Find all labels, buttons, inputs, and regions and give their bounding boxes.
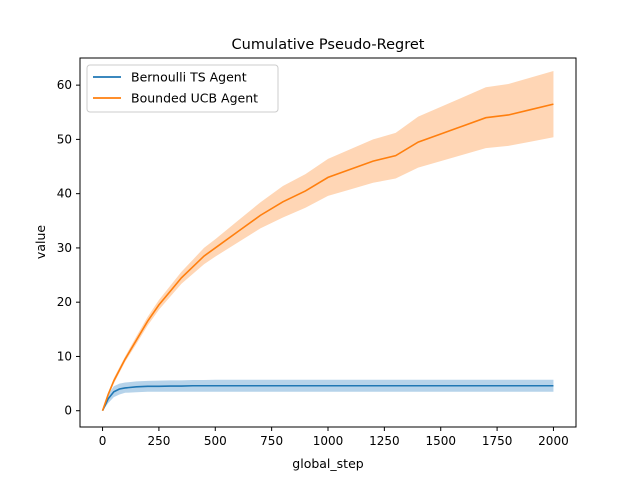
y-tick-label: 10 [57, 349, 72, 363]
x-tick-label: 1000 [313, 434, 344, 448]
x-tick-label: 250 [147, 434, 170, 448]
x-tick-label: 500 [204, 434, 227, 448]
y-tick-label: 0 [64, 404, 72, 418]
y-tick-label: 40 [57, 187, 72, 201]
y-tick-label: 30 [57, 241, 72, 255]
band-series-0 [102, 379, 554, 411]
x-axis: 0 250 500 750 1000 1250 1500 1750 2000 [99, 427, 569, 448]
legend-label-0: Bernoulli TS Agent [131, 70, 247, 85]
x-tick-label: 1500 [425, 434, 456, 448]
y-tick-label: 20 [57, 295, 72, 309]
y-axis-label: value [33, 225, 48, 259]
y-tick-label: 50 [57, 132, 72, 146]
y-axis: 0 10 20 30 40 50 60 [57, 78, 80, 418]
y-tick-label: 60 [57, 78, 72, 92]
line-series-0 [101, 384, 554, 412]
x-tick-label: 0 [99, 434, 107, 448]
x-axis-label: global_step [292, 456, 363, 471]
x-tick-label: 1750 [482, 434, 513, 448]
line-series-1 [101, 103, 554, 411]
series-lines [101, 103, 554, 412]
legend-label-1: Bounded UCB Agent [131, 91, 258, 106]
chart-title: Cumulative Pseudo-Regret [232, 37, 425, 53]
legend: Bernoulli TS Agent Bounded UCB Agent [86, 64, 279, 113]
legend-box [86, 64, 279, 113]
x-tick-label: 1250 [369, 434, 400, 448]
band-series-1 [102, 71, 554, 411]
x-tick-label: 750 [260, 434, 283, 448]
confidence-bands [102, 71, 554, 411]
x-tick-label: 2000 [538, 434, 569, 448]
